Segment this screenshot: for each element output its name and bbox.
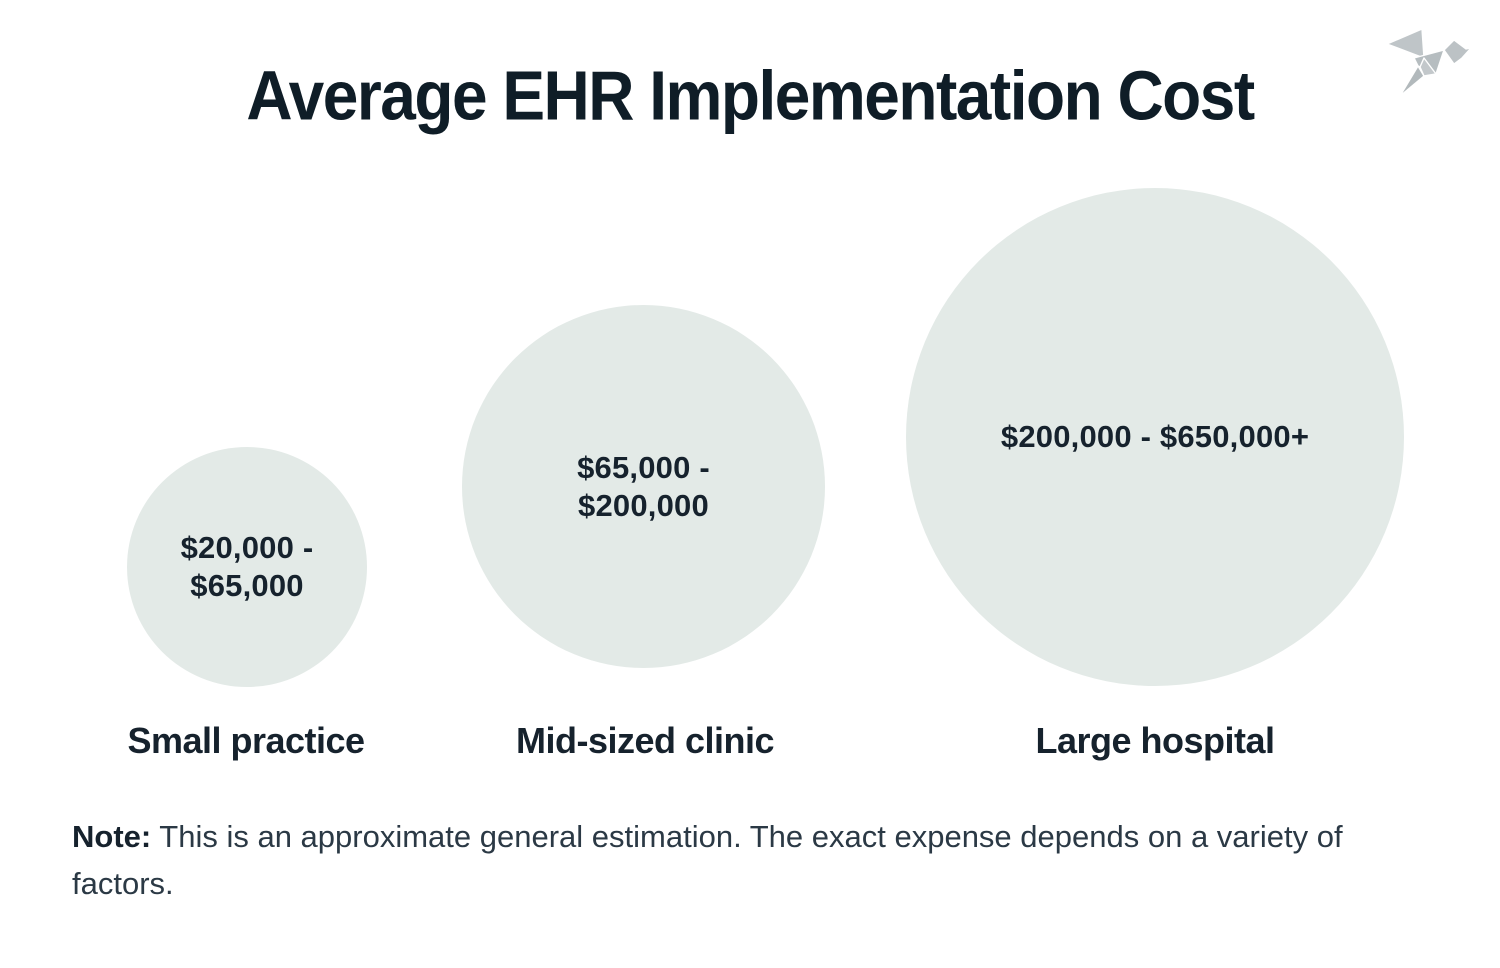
- bubble-value-line1: $200,000 - $650,000+: [1000, 419, 1310, 455]
- bubble-value-mid-sized-clinic: $65,000 - $200,000: [577, 449, 710, 525]
- note: Note: This is an approximate general est…: [72, 814, 1432, 907]
- bubble-value-line2: $65,000: [190, 568, 304, 603]
- bubble-value-line2: $200,000: [578, 487, 709, 523]
- note-text: This is an approximate general estimatio…: [72, 819, 1343, 901]
- chart-title: Average EHR Implementation Cost: [246, 57, 1255, 135]
- bubble-value-large-hospital: $200,000 - $650,000+: [1001, 418, 1309, 456]
- bubble-small-practice: $20,000 - $65,000: [127, 447, 367, 687]
- bubble-value-small-practice: $20,000 - $65,000: [181, 529, 314, 605]
- origami-bird-svg: [1386, 28, 1472, 97]
- category-label-small-practice: Small practice: [127, 720, 365, 761]
- bubble-value-line1: $65,000 -: [577, 449, 710, 485]
- category-label-large-hospital: Large hospital: [1035, 720, 1275, 761]
- origami-bird-icon: [1384, 22, 1474, 107]
- bubble-mid-sized-clinic: $65,000 - $200,000: [462, 305, 825, 668]
- note-prefix: Note:: [72, 819, 152, 854]
- category-label-mid-sized-clinic: Mid-sized clinic: [515, 720, 775, 761]
- bubble-value-line1: $20,000 -: [180, 530, 314, 566]
- bubble-large-hospital: $200,000 - $650,000+: [906, 188, 1404, 686]
